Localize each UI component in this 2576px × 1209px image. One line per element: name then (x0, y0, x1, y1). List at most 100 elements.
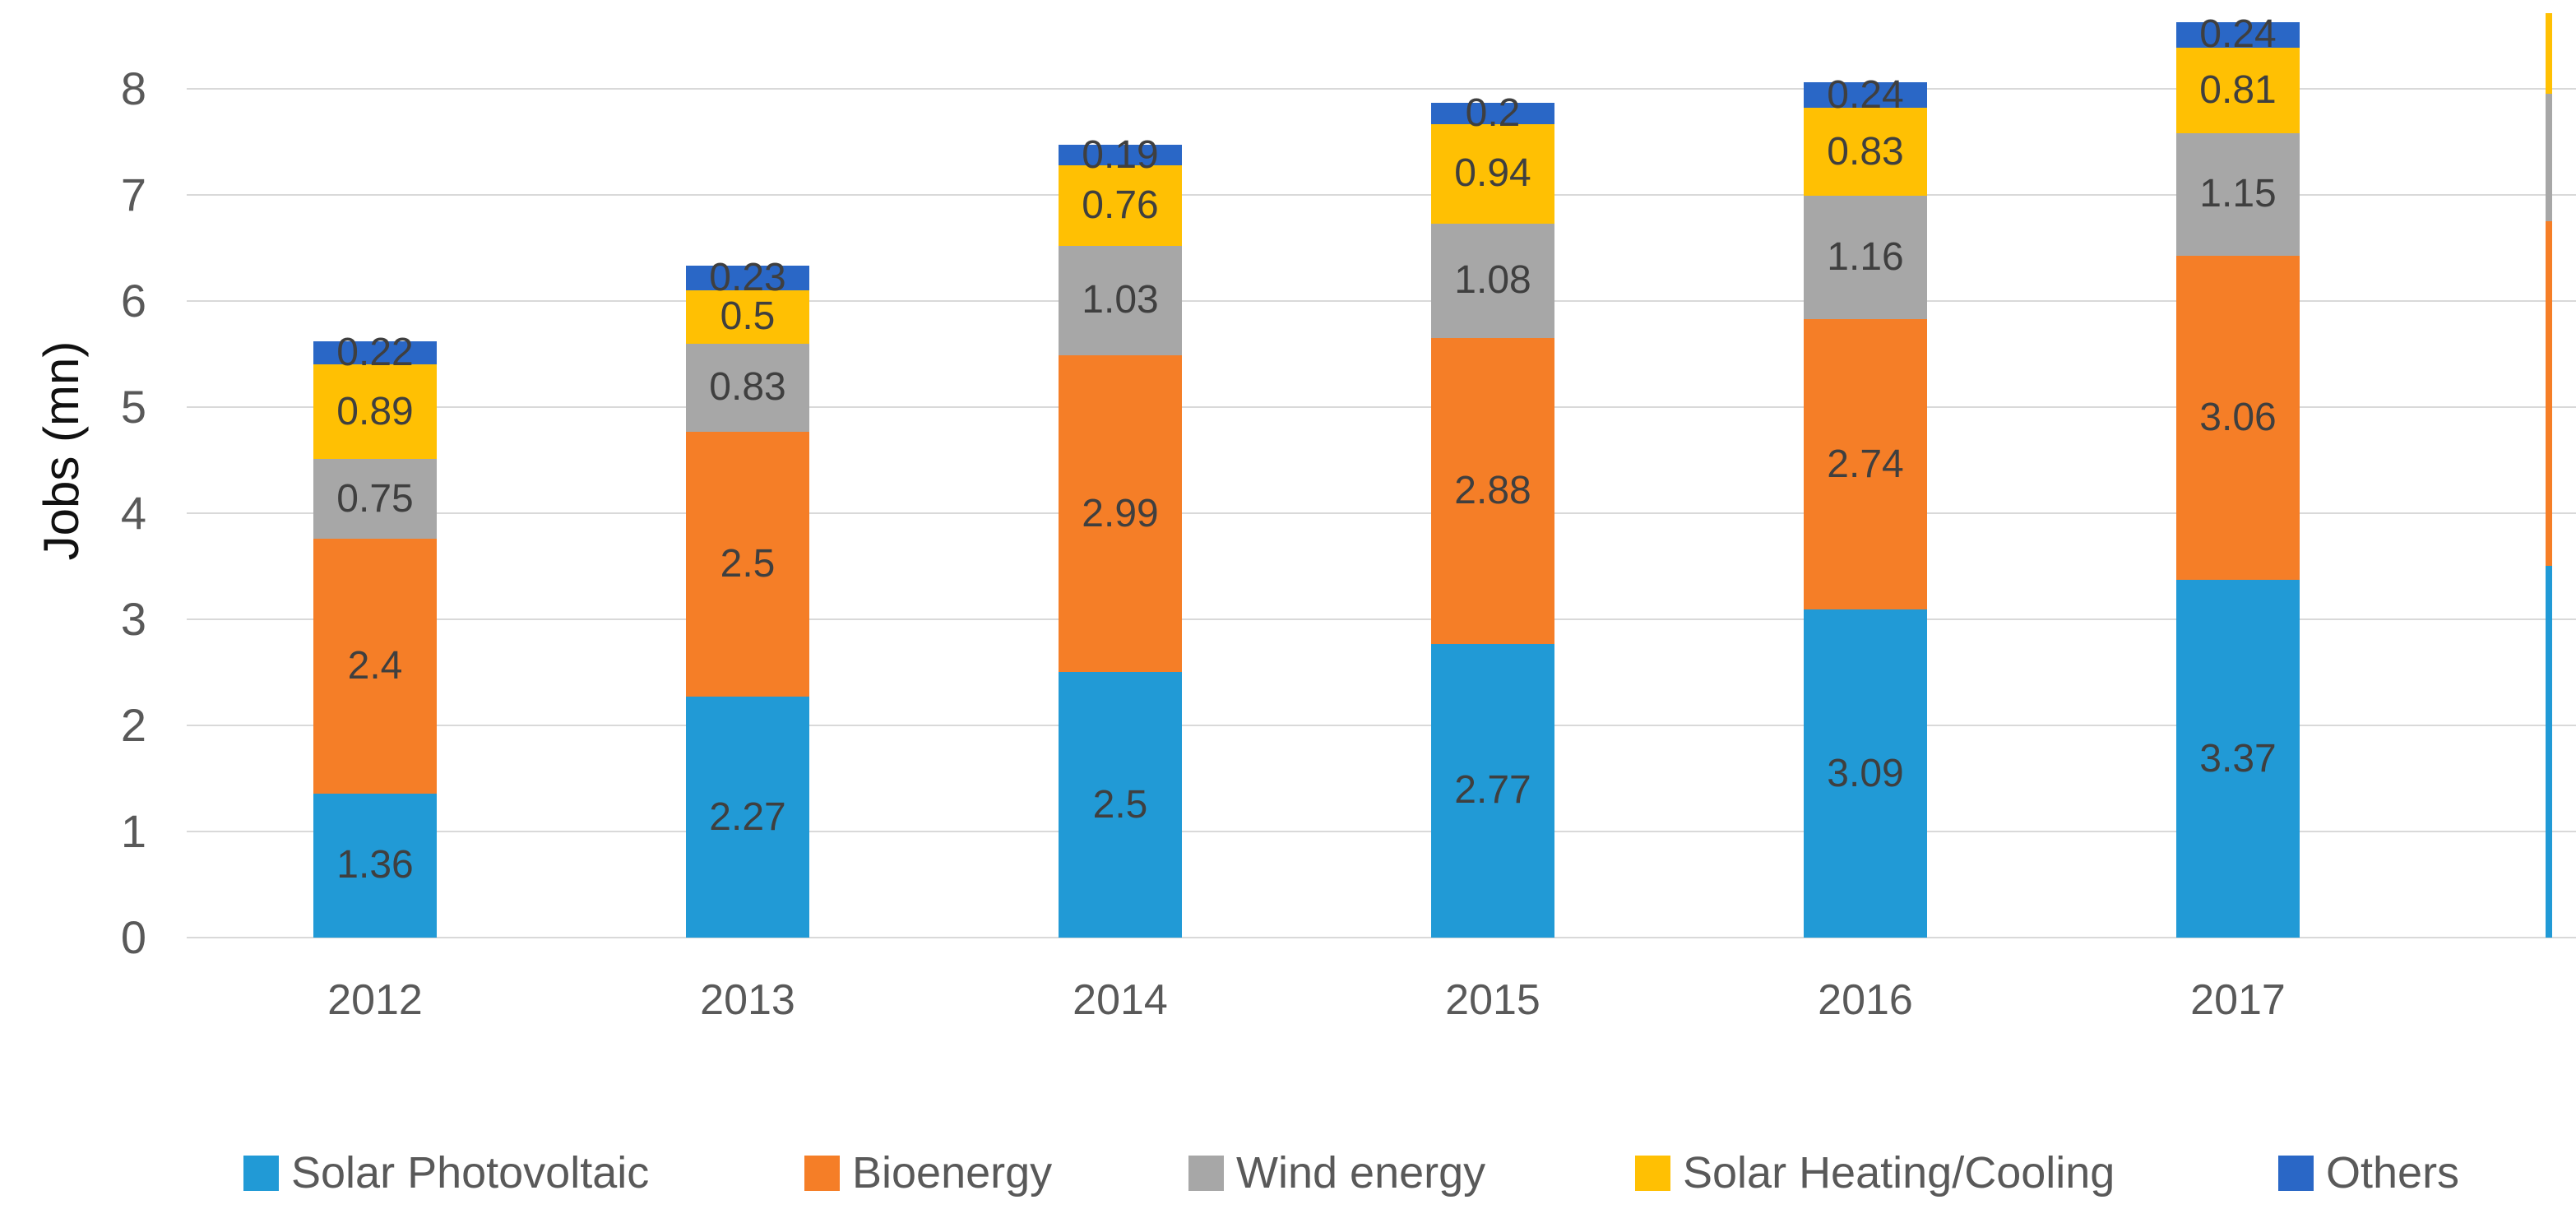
x-tick-label-2017: 2017 (2190, 976, 2286, 1024)
data-label-wind-energy-2016: 1.16 (1827, 235, 1904, 280)
legend-item-others: Others (2278, 1148, 2460, 1197)
segment-others-2014: 0.19 (1059, 135, 1182, 174)
segment-solar-photovoltaic-2016: 3.09 (1804, 609, 1927, 938)
gridline-4 (187, 512, 2576, 514)
data-label-others-2015: 0.2 (1465, 90, 1521, 135)
x-tick-label-2014: 2014 (1073, 976, 1168, 1024)
legend-item-solar-heating-cooling: Solar Heating/Cooling (1635, 1148, 2115, 1197)
legend-item-solar-photovoltaic: Solar Photovoltaic (243, 1148, 650, 1197)
segment-others-2013: 0.23 (686, 258, 809, 298)
bar-2016: 3.09 2.74 1.16 0.83 0.24 (1804, 75, 1927, 938)
y-tick-label-1: 1 (120, 805, 146, 857)
data-label-solar-heating-cooling-2014: 0.76 (1082, 183, 1159, 227)
y-tick-label-3: 3 (120, 593, 146, 645)
data-label-solar-photovoltaic-2013: 2.27 (709, 794, 786, 839)
legend-swatch-bioenergy (804, 1155, 840, 1191)
segment-solar-heating-cooling-2014: 0.76 (1059, 164, 1182, 246)
gridline-3 (187, 618, 2576, 620)
y-tick-label-2: 2 (120, 699, 146, 751)
data-label-wind-energy-2015: 1.08 (1454, 258, 1531, 303)
segment-bioenergy-2015: 2.88 (1431, 338, 1554, 644)
segment-bioenergy-2017: 3.06 (2176, 255, 2300, 581)
data-label-bioenergy-2014: 2.99 (1082, 491, 1159, 535)
legend-item-wind-energy: Wind energy (1188, 1148, 1486, 1197)
segment-wind-energy-2016: 1.16 (1804, 196, 1927, 319)
y-tick-label-5: 5 (120, 381, 146, 433)
segment-bioenergy-2013: 2.5 (686, 431, 809, 697)
segment-solar-heating-cooling-2015: 0.94 (1431, 123, 1554, 224)
y-tick-label-4: 4 (120, 487, 146, 539)
data-label-solar-photovoltaic-2015: 2.77 (1454, 768, 1531, 813)
segment-bioenergy-2014: 2.99 (1059, 354, 1182, 673)
legend-label-solar-photovoltaic: Solar Photovoltaic (291, 1148, 650, 1197)
segment-others-2015: 0.2 (1431, 93, 1554, 132)
gridline-7 (187, 194, 2576, 196)
segment-others-2012: 0.22 (313, 333, 437, 373)
segment-solar-heating-cooling-2016: 0.83 (1804, 108, 1927, 197)
bar-2012: 1.36 2.4 0.75 0.89 0.22 (313, 333, 437, 938)
data-label-solar-photovoltaic-2016: 3.09 (1827, 751, 1904, 795)
gridline-0 (187, 937, 2576, 938)
segment-wind-energy-2015: 1.08 (1431, 223, 1554, 339)
legend-label-solar-heating-cooling: Solar Heating/Cooling (1683, 1148, 2115, 1197)
data-label-solar-heating-cooling-2012: 0.89 (336, 389, 414, 433)
gridline-1 (187, 831, 2576, 832)
data-label-bioenergy-2013: 2.5 (720, 541, 776, 586)
gridline-5 (187, 406, 2576, 408)
y-tick-label-6: 6 (120, 275, 146, 327)
segment-wind-energy-2017: 1.15 (2176, 133, 2300, 256)
data-label-solar-heating-cooling-2013: 0.5 (720, 294, 776, 339)
gridline-8 (187, 88, 2576, 90)
data-label-wind-energy-2013: 0.83 (709, 365, 786, 410)
data-label-solar-heating-cooling-2015: 0.94 (1454, 151, 1531, 196)
data-label-solar-photovoltaic-2014: 2.5 (1092, 782, 1148, 827)
data-label-others-2014: 0.19 (1082, 132, 1159, 177)
partial-segment-solar-heating-cooling (2546, 13, 2552, 95)
segment-bioenergy-2016: 2.74 (1804, 318, 1927, 610)
data-label-others-2013: 0.23 (709, 256, 786, 300)
segment-solar-heating-cooling-2013: 0.5 (686, 290, 809, 344)
x-tick-label-2012: 2012 (327, 976, 423, 1024)
segment-wind-energy-2012: 0.75 (313, 459, 437, 539)
data-label-bioenergy-2017: 3.06 (2199, 395, 2277, 439)
data-label-bioenergy-2012: 2.4 (347, 643, 403, 688)
legend-swatch-wind-energy (1188, 1155, 1224, 1191)
data-label-solar-heating-cooling-2017: 0.81 (2199, 67, 2277, 112)
legend-label-bioenergy: Bioenergy (852, 1148, 1053, 1197)
data-label-others-2012: 0.22 (336, 331, 414, 375)
x-tick-label-2013: 2013 (700, 976, 795, 1024)
partial-bar-right-edge (2546, 13, 2552, 938)
gridline-2 (187, 725, 2576, 726)
segment-wind-energy-2014: 1.03 (1059, 245, 1182, 355)
legend-item-bioenergy: Bioenergy (804, 1148, 1053, 1197)
legend-swatch-solar-heating-cooling (1635, 1155, 1670, 1191)
y-tick-label-8: 8 (120, 63, 146, 114)
partial-segment-solar-photovoltaic (2546, 566, 2552, 938)
partial-segment-wind-energy (2546, 94, 2552, 222)
segment-solar-photovoltaic-2012: 1.36 (313, 793, 437, 938)
data-label-solar-heating-cooling-2016: 0.83 (1827, 129, 1904, 174)
data-label-others-2017: 0.24 (2199, 12, 2277, 57)
legend-label-wind-energy: Wind energy (1236, 1148, 1486, 1197)
y-tick-label-0: 0 (120, 911, 146, 963)
legend-swatch-solar-photovoltaic (243, 1155, 279, 1191)
bar-2013: 2.27 2.5 0.83 0.5 0.23 (686, 258, 809, 938)
data-label-wind-energy-2012: 0.75 (336, 476, 414, 521)
legend-label-others: Others (2326, 1148, 2460, 1197)
data-label-wind-energy-2017: 1.15 (2199, 172, 2277, 216)
data-label-wind-energy-2014: 1.03 (1082, 278, 1159, 322)
bar-2017: 3.37 3.06 1.15 0.81 0.24 (2176, 15, 2300, 938)
x-tick-label-2016: 2016 (1818, 976, 1913, 1024)
bar-2015: 2.77 2.88 1.08 0.94 0.2 (1431, 93, 1554, 938)
segment-others-2017: 0.24 (2176, 15, 2300, 54)
segment-solar-photovoltaic-2013: 2.27 (686, 697, 809, 938)
gridline-6 (187, 300, 2576, 302)
segment-bioenergy-2012: 2.4 (313, 538, 437, 794)
data-label-bioenergy-2015: 2.88 (1454, 468, 1531, 512)
data-label-others-2016: 0.24 (1827, 72, 1904, 117)
data-label-bioenergy-2016: 2.74 (1827, 442, 1904, 486)
segment-solar-photovoltaic-2015: 2.77 (1431, 643, 1554, 938)
segment-others-2016: 0.24 (1804, 75, 1927, 114)
legend-swatch-others (2278, 1155, 2314, 1191)
segment-solar-heating-cooling-2012: 0.89 (313, 364, 437, 460)
